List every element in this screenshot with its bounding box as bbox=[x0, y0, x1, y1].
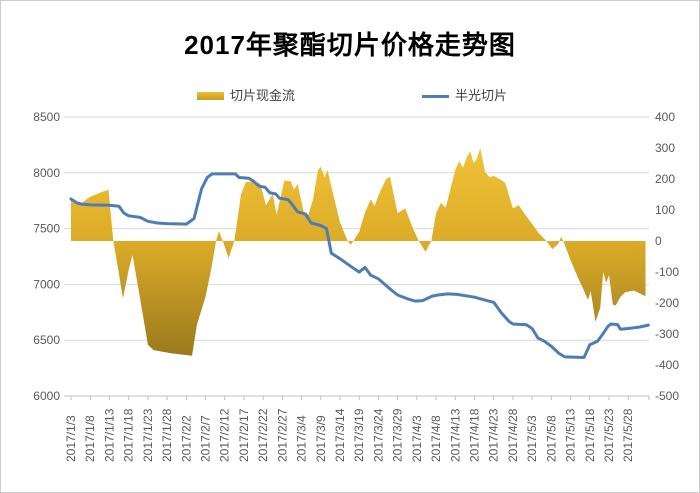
chart-title: 2017年聚酯切片价格走势图 bbox=[184, 30, 516, 60]
x-axis bbox=[64, 395, 650, 400]
svg-text:2017/5/28: 2017/5/28 bbox=[621, 408, 635, 462]
svg-text:2017/4/3: 2017/4/3 bbox=[410, 415, 424, 462]
svg-text:2017/1/13: 2017/1/13 bbox=[102, 408, 116, 462]
svg-text:300: 300 bbox=[655, 141, 675, 155]
svg-text:8000: 8000 bbox=[33, 166, 60, 180]
svg-text:2017/2/27: 2017/2/27 bbox=[275, 408, 289, 462]
svg-text:-100: -100 bbox=[655, 265, 679, 279]
area-swatch-icon bbox=[197, 92, 224, 100]
svg-text:2017/4/28: 2017/4/28 bbox=[506, 408, 520, 462]
price-line-series bbox=[69, 172, 650, 359]
svg-text:7500: 7500 bbox=[33, 222, 60, 236]
svg-text:2017/1/23: 2017/1/23 bbox=[141, 408, 155, 462]
svg-text:-500: -500 bbox=[655, 389, 679, 403]
svg-text:7000: 7000 bbox=[33, 277, 60, 291]
svg-text:2017/4/13: 2017/4/13 bbox=[448, 408, 462, 462]
svg-text:2017/1/3: 2017/1/3 bbox=[64, 415, 78, 462]
left-axis-labels: 8500 8000 7500 7000 6500 6000 bbox=[33, 110, 60, 403]
svg-text:6500: 6500 bbox=[33, 333, 60, 347]
svg-text:2017/2/17: 2017/2/17 bbox=[237, 408, 251, 462]
legend: 切片现金流 半光切片 bbox=[1, 88, 699, 106]
svg-text:0: 0 bbox=[655, 234, 662, 248]
svg-text:2017/3/4: 2017/3/4 bbox=[295, 415, 309, 462]
svg-text:2017/3/29: 2017/3/29 bbox=[391, 408, 405, 462]
svg-text:2017/5/23: 2017/5/23 bbox=[602, 408, 616, 462]
legend-item-price: 半光切片 bbox=[422, 88, 507, 104]
x-axis-labels: 2017/1/3 2017/1/8 2017/1/13 2017/1/18 2017/1… bbox=[64, 408, 635, 462]
svg-text:-300: -300 bbox=[655, 327, 679, 341]
svg-text:2017/2/7: 2017/2/7 bbox=[198, 415, 212, 462]
svg-text:6000: 6000 bbox=[33, 389, 60, 403]
legend-item-cashflow: 切片现金流 bbox=[197, 88, 295, 104]
svg-text:2017/3/9: 2017/3/9 bbox=[314, 415, 328, 462]
svg-text:2017/4/23: 2017/4/23 bbox=[487, 408, 501, 462]
svg-text:2017/4/18: 2017/4/18 bbox=[467, 408, 481, 462]
svg-text:200: 200 bbox=[655, 172, 675, 186]
line-swatch-icon bbox=[422, 94, 449, 98]
svg-text:400: 400 bbox=[655, 110, 675, 124]
svg-text:8500: 8500 bbox=[33, 110, 60, 124]
right-axis-labels: 400 300 200 100 0 -100 -200 -300 -400 -500 bbox=[655, 110, 679, 403]
svg-text:2017/1/18: 2017/1/18 bbox=[122, 408, 136, 462]
svg-text:2017/2/22: 2017/2/22 bbox=[256, 408, 270, 462]
svg-text:2017/1/28: 2017/1/28 bbox=[160, 408, 174, 462]
svg-text:2017/2/2: 2017/2/2 bbox=[179, 415, 193, 462]
svg-text:2017/5/13: 2017/5/13 bbox=[564, 408, 578, 462]
svg-text:2017/5/8: 2017/5/8 bbox=[544, 415, 558, 462]
svg-text:2017/4/8: 2017/4/8 bbox=[429, 415, 443, 462]
cashflow-area-series bbox=[71, 148, 646, 356]
svg-text:2017/5/3: 2017/5/3 bbox=[525, 415, 539, 462]
svg-text:2017/3/24: 2017/3/24 bbox=[371, 408, 385, 462]
svg-text:2017/3/19: 2017/3/19 bbox=[352, 408, 366, 462]
svg-text:2017/2/12: 2017/2/12 bbox=[218, 408, 232, 462]
svg-text:-400: -400 bbox=[655, 358, 679, 372]
svg-text:-200: -200 bbox=[655, 296, 679, 310]
svg-text:2017/3/14: 2017/3/14 bbox=[333, 408, 347, 462]
legend-label-price: 半光切片 bbox=[455, 88, 508, 103]
svg-text:100: 100 bbox=[655, 203, 675, 217]
svg-text:2017/5/18: 2017/5/18 bbox=[583, 408, 597, 462]
legend-label-cashflow: 切片现金流 bbox=[230, 88, 296, 103]
svg-text:2017/1/8: 2017/1/8 bbox=[83, 415, 97, 462]
